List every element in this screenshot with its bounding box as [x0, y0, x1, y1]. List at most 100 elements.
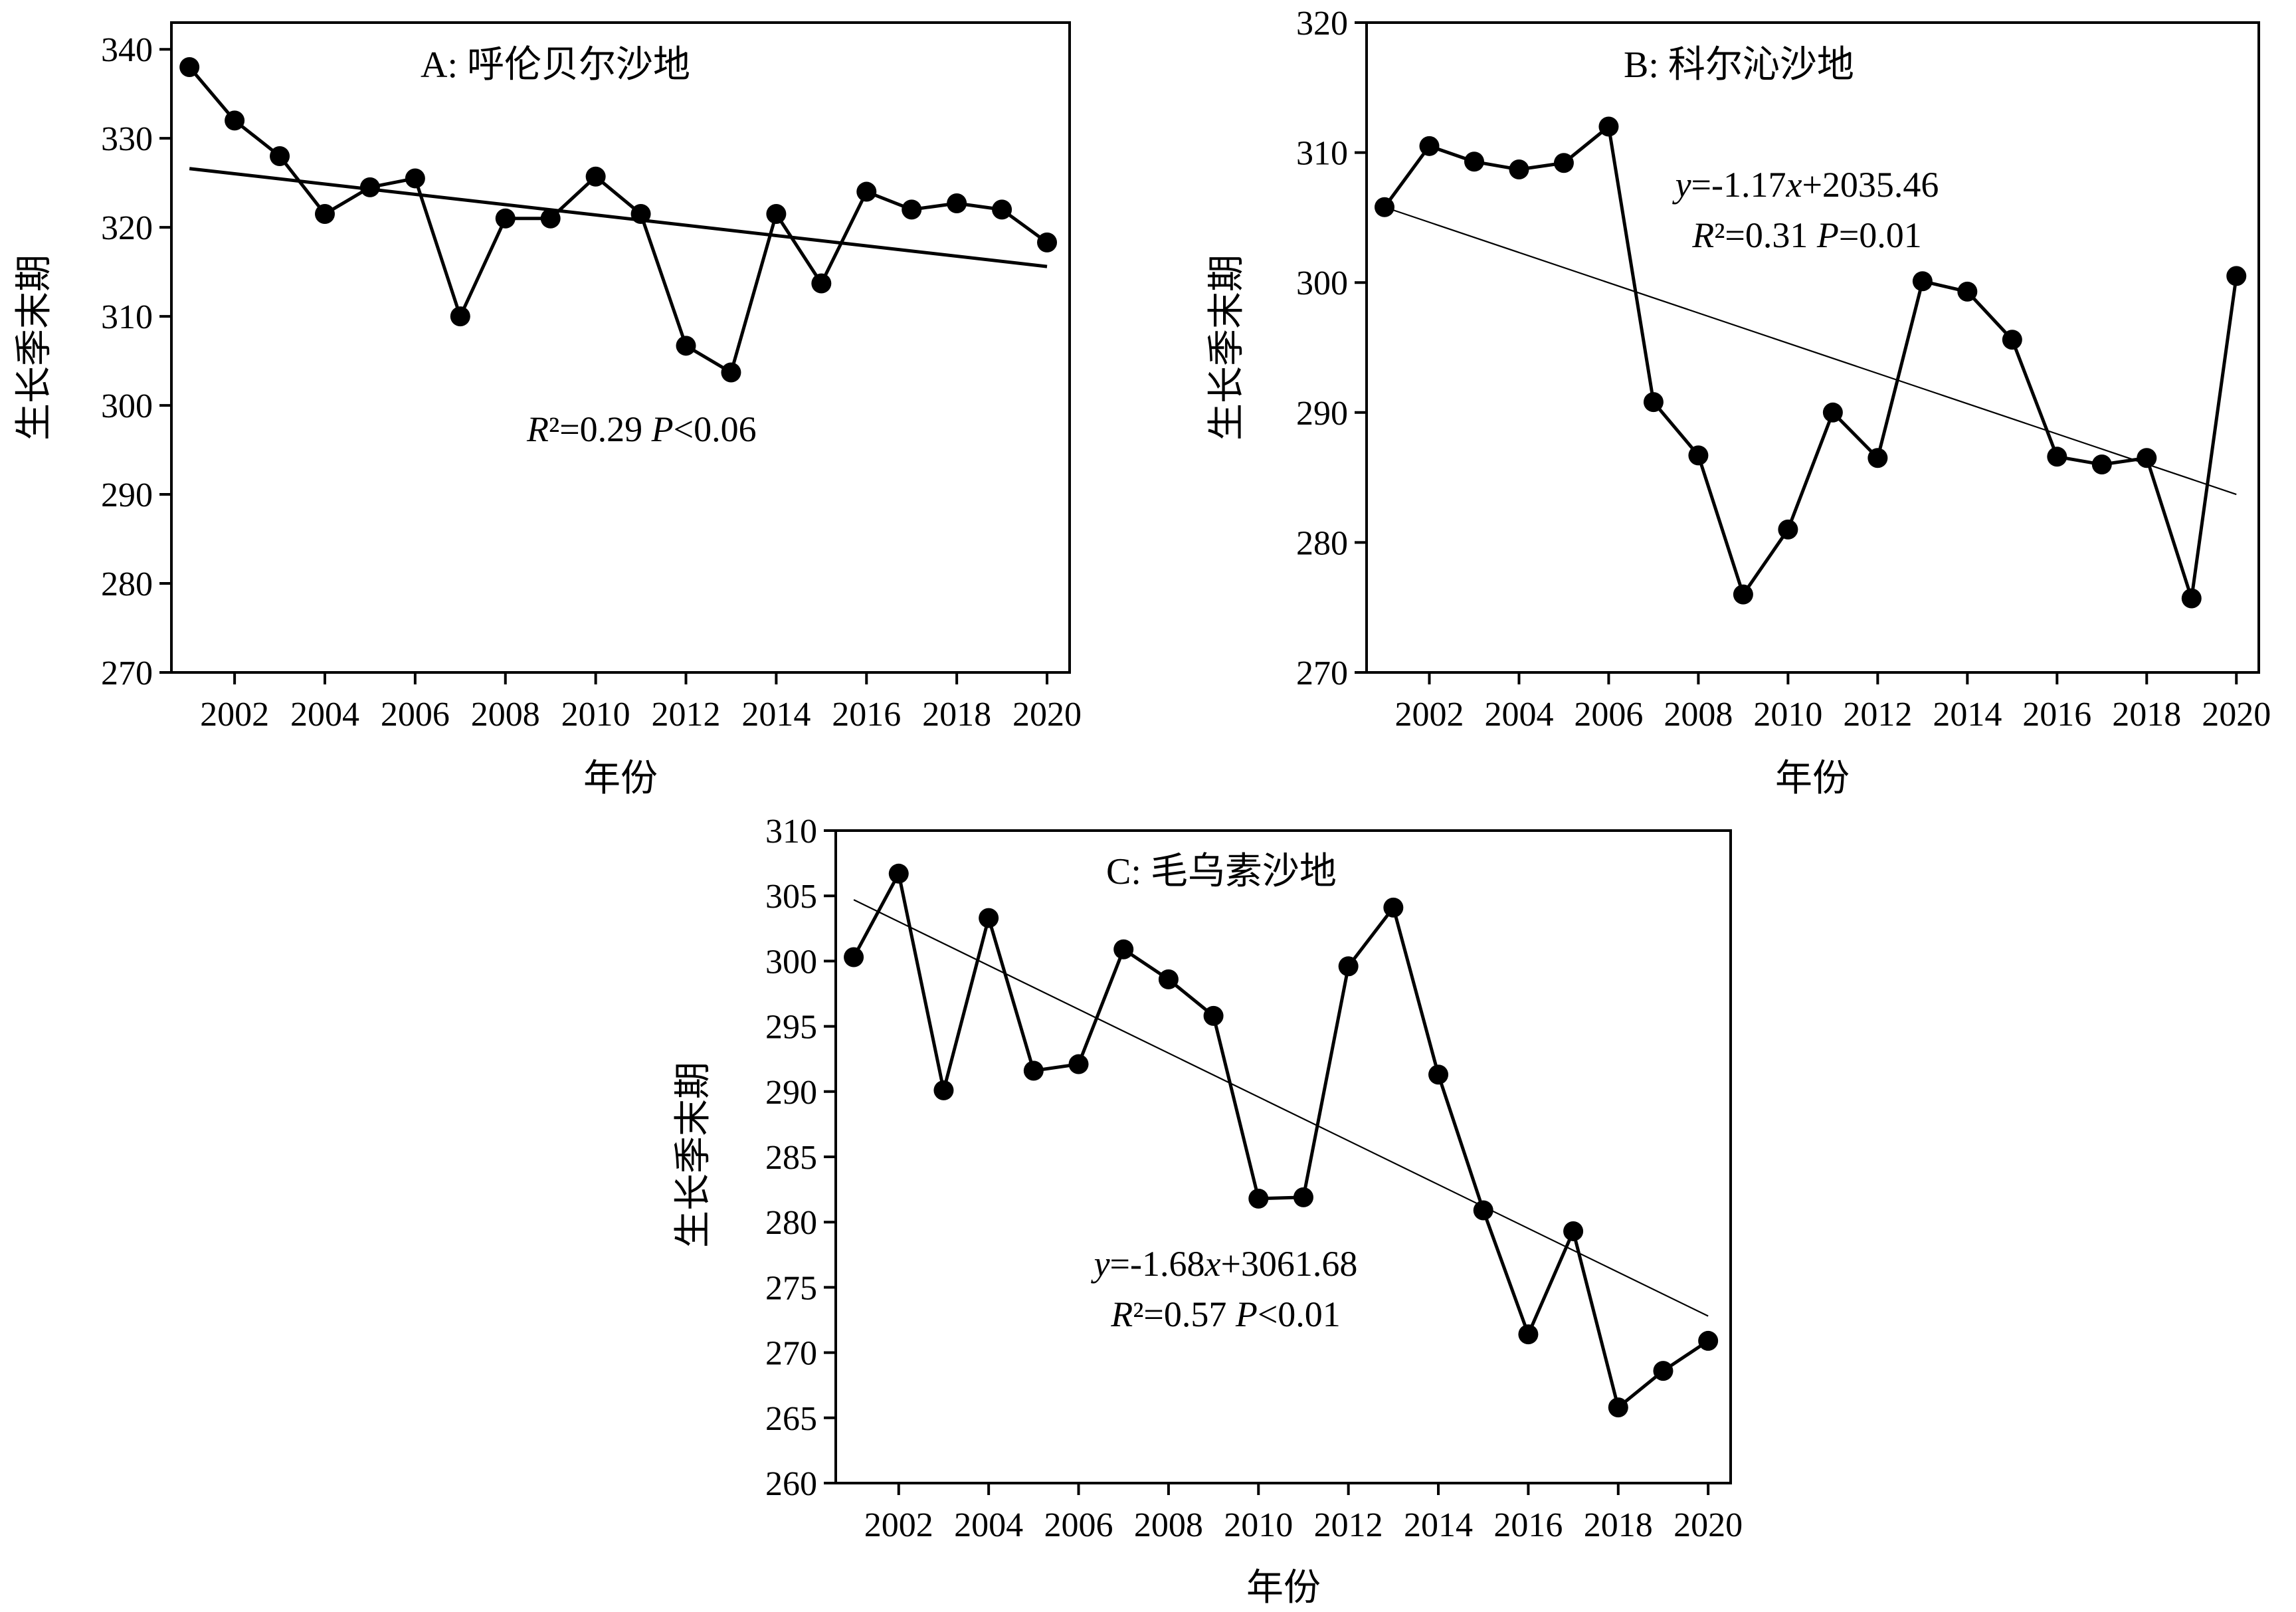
y-axis-label: 生长季末期 [14, 254, 55, 441]
trend-line [189, 167, 1048, 268]
y-tick-label: 280 [765, 1204, 817, 1242]
data-point [359, 177, 380, 197]
y-tick-label: 310 [1296, 135, 1348, 173]
data-point [1248, 1188, 1269, 1209]
annotation-segment: x [1204, 1244, 1220, 1284]
data-point [1419, 136, 1440, 156]
data-point [1822, 402, 1843, 423]
y-tick-label: 280 [101, 565, 153, 603]
panel-c: 260 265 270 275 280 285 290 295 300 305 310 2002 200… [673, 813, 1743, 1609]
data-point [1037, 232, 1058, 252]
y-tick-label: 305 [765, 878, 817, 916]
y-tick-label: 260 [765, 1465, 817, 1503]
regression-annotation: R²=0.31 P=0.01 [1691, 215, 1922, 255]
x-axis-label: 年份 [1246, 1567, 1321, 1609]
data-point [947, 193, 967, 213]
x-tick-label: 2014 [1404, 1506, 1473, 1544]
y-tick-label: 270 [765, 1335, 817, 1373]
data-point [1598, 116, 1619, 137]
regression-annotation: y=-1.17x+2035.46 [1672, 165, 1939, 205]
data-point [1203, 1005, 1224, 1026]
annotation-segment: P [1816, 215, 1839, 255]
x-tick-label: 2006 [1044, 1506, 1113, 1544]
y-tick-label: 285 [765, 1139, 817, 1177]
data-point [1733, 584, 1753, 605]
data-point [766, 204, 787, 225]
data-point [844, 947, 864, 967]
data-point [1473, 1200, 1493, 1221]
y-axis-label: 生长季末期 [673, 1062, 714, 1248]
x-tick-label: 2002 [864, 1506, 933, 1544]
panel-a: 270 280 290 300 310 320 330 340 2002 2004 2006 2008… [14, 21, 1082, 799]
data-point [405, 168, 425, 189]
x-tick-label: 2010 [561, 696, 630, 734]
annotation-segment: ²=0.31 [1714, 215, 1817, 255]
y-axis-label: 生长季末期 [1206, 254, 1248, 441]
x-tick-label: 2006 [381, 696, 450, 734]
data-point [2047, 447, 2067, 467]
x-axis-label: 年份 [583, 758, 658, 799]
data-point [2181, 588, 2202, 609]
data-point [676, 336, 696, 356]
data-point [1113, 939, 1134, 959]
y-tick-label: 270 [101, 655, 153, 692]
x-tick-label: 2018 [1584, 1506, 1653, 1544]
x-tick-label: 2010 [1224, 1506, 1293, 1544]
y-tick-label: 300 [101, 387, 153, 425]
data-point [1293, 1187, 1313, 1207]
annotation-segment: =-1.68 [1110, 1244, 1205, 1284]
data-point [1653, 1361, 1674, 1381]
annotation-segment: +2035.46 [1802, 165, 1939, 205]
annotation-segment: <0.06 [674, 409, 757, 449]
annotation-segment: <0.01 [1258, 1294, 1341, 1334]
data-point [270, 146, 290, 166]
plot-frame [1365, 21, 2260, 674]
x-tick-label: 2016 [2022, 696, 2091, 734]
x-tick-label: 2018 [2112, 696, 2181, 734]
annotation-segment: P [651, 409, 674, 449]
data-point [2137, 448, 2157, 468]
x-tick-label: 2008 [1664, 696, 1733, 734]
data-point [585, 166, 606, 187]
data-point [979, 908, 999, 928]
y-tick-label: 270 [1296, 655, 1348, 692]
x-tick-label: 2012 [1314, 1506, 1383, 1544]
data-point [1068, 1054, 1089, 1074]
x-tick-label: 2004 [954, 1506, 1023, 1544]
data-point [992, 199, 1012, 220]
data-point [1912, 271, 1933, 292]
data-point [1338, 956, 1359, 977]
x-tick-label: 2008 [1134, 1506, 1203, 1544]
y-tick-label: 340 [101, 31, 153, 69]
data-point [179, 56, 200, 77]
annotation-segment: x [1785, 165, 1802, 205]
x-tick-label: 2008 [471, 696, 540, 734]
data-point [1464, 151, 1484, 172]
plot-frame [834, 829, 1732, 1484]
x-tick-label: 2018 [922, 696, 991, 734]
y-tick-label: 330 [101, 120, 153, 158]
x-tick-label: 2020 [1012, 696, 1082, 734]
regression-annotation: R²=0.29 P<0.06 [526, 409, 757, 449]
data-point [811, 273, 832, 294]
data-point [888, 863, 909, 884]
data-point [1957, 281, 1978, 302]
data-point [1383, 897, 1404, 918]
data-point [1688, 445, 1709, 466]
data-point [1518, 1324, 1539, 1345]
data-point [1158, 969, 1179, 989]
data-point [540, 208, 561, 229]
annotation-segment: ²=0.57 [1133, 1294, 1236, 1334]
data-point [495, 208, 516, 229]
y-tick-label: 290 [1296, 395, 1348, 433]
data-point [1608, 1397, 1628, 1418]
data-point [2226, 266, 2247, 286]
annotation-segment: y [1672, 165, 1691, 205]
series-line [852, 872, 1709, 1409]
data-point [314, 204, 335, 225]
x-tick-label: 2012 [652, 696, 721, 734]
y-tick-label: 290 [765, 1074, 817, 1112]
y-tick-label: 280 [1296, 524, 1348, 562]
data-point [1867, 448, 1888, 468]
data-point [1374, 197, 1394, 217]
